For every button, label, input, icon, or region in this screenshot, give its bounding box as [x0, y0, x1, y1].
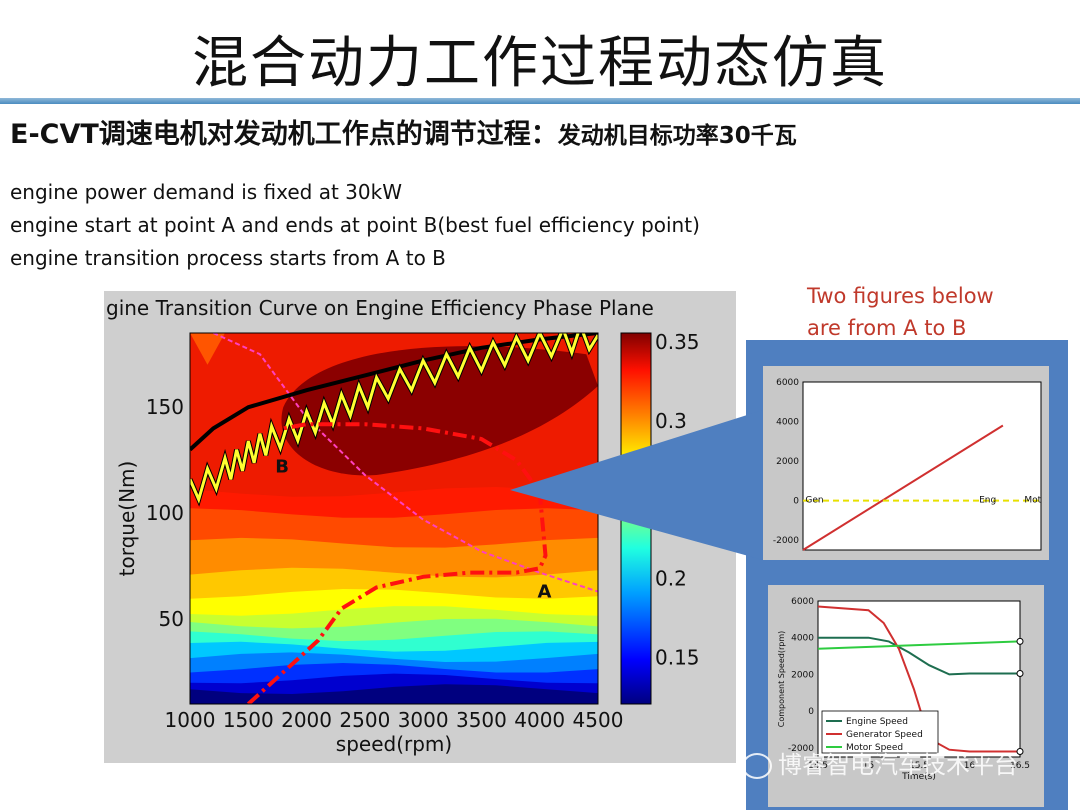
y-tick-label: 0	[793, 497, 799, 507]
x-tick-label: 4000	[514, 708, 565, 732]
legend-label: Motor Speed	[846, 743, 903, 753]
y-tick-label: 50	[159, 607, 184, 631]
dashdot-path	[246, 422, 548, 704]
y-tick-label: 6000	[776, 378, 799, 388]
x-tick-label: 14.5	[808, 761, 828, 771]
notes-block: engine power demand is fixed at 30kW eng…	[10, 176, 700, 275]
x-tick-label: 2500	[339, 708, 390, 732]
plot-frame	[189, 332, 599, 705]
y-tick-label: 100	[146, 501, 184, 525]
point-label: B	[275, 456, 289, 477]
x-tick-label: 3000	[398, 708, 449, 732]
series-annotation: Eng	[979, 496, 996, 506]
point-label: A	[538, 582, 552, 603]
series-line	[817, 640, 1021, 650]
y-tick-label: 2000	[776, 457, 799, 467]
note-line: engine transition process starts from A …	[10, 246, 446, 270]
red-note-line: Two figures below	[807, 284, 994, 308]
y-tick-label: -2000	[788, 744, 814, 754]
subtitle-main: E-CVT调速电机对发动机工作点的调节过程：	[10, 119, 558, 150]
x-tick-label: 1000	[165, 708, 216, 732]
legend-label: Engine Speed	[846, 717, 908, 727]
transition-path	[190, 333, 598, 504]
wechat-icon	[742, 753, 772, 779]
efficiency-phase-plane-chart: gine Transition Curve on Engine Efficien…	[104, 291, 736, 763]
y-tick-label: 2000	[791, 670, 814, 680]
y-tick-label: 6000	[791, 597, 814, 607]
colorbar-tick-label: 0.35	[655, 330, 700, 354]
legend: Engine Speed Generator Speed Motor Speed	[821, 710, 939, 754]
series-annotation: Mot	[1024, 496, 1041, 506]
watermark-text: 博睿智电汽车技术平台	[778, 751, 1018, 779]
x-axis-label: Time(s)	[901, 772, 936, 782]
plot-area	[190, 333, 598, 704]
y-axis-label: Component Speed(rpm)	[777, 631, 786, 727]
colorbar-tick-label: 0.2	[655, 567, 687, 591]
y-tick-label: 0	[808, 707, 814, 717]
end-marker	[1016, 747, 1024, 755]
x-tick-label: 2000	[281, 708, 332, 732]
series-annotation: Gen	[805, 496, 823, 506]
x-tick-label: 3500	[456, 708, 507, 732]
x-tick-label: 16	[964, 761, 976, 771]
x-tick-label: 4500	[573, 708, 624, 732]
series-line	[802, 424, 1004, 551]
plot-frame	[802, 381, 1042, 551]
x-tick-label: 1500	[223, 708, 274, 732]
end-marker	[1016, 669, 1024, 677]
x-tick-label: 15	[863, 761, 874, 771]
component-speed-chart: -2000 0 2000 4000 6000 14.5 15 15.5 16 16.5 Time(s…	[768, 585, 1044, 807]
y-tick-label: 150	[146, 395, 184, 419]
slide-subtitle: E-CVT调速电机对发动机工作点的调节过程：发动机目标功率30千瓦	[10, 112, 797, 151]
y-axis-label: torque(Nm)	[115, 461, 139, 577]
y-tick-label: 4000	[776, 418, 799, 428]
x-tick-label: 16.5	[1010, 761, 1030, 771]
colorbar-tick-label: 0.15	[655, 646, 700, 670]
y-tick-label: 4000	[791, 634, 814, 644]
note-line: engine power demand is fixed at 30kW	[10, 180, 402, 204]
subtitle-small: 发动机目标功率30千瓦	[557, 123, 797, 149]
title-divider	[0, 98, 1080, 104]
red-annotation: Two figures below are from A to B	[807, 280, 994, 344]
series-line	[817, 605, 1020, 753]
watermark: 博睿智电汽车技术平台	[742, 745, 1018, 780]
x-axis-label: speed(rpm)	[336, 732, 452, 756]
speed-line-chart: -2000 0 2000 4000 6000 Gen Eng Mot	[763, 366, 1049, 560]
legend-label: Generator Speed	[846, 730, 923, 740]
series-line	[818, 636, 1020, 676]
y-tick-label: -2000	[773, 536, 799, 546]
end-marker	[1016, 637, 1024, 645]
page-title: 混合动力工作过程动态仿真	[192, 31, 888, 96]
red-note-line: are from A to B	[807, 316, 967, 340]
colorbar-tick-label: 0.3	[655, 409, 687, 433]
chart-title: gine Transition Curve on Engine Efficien…	[106, 296, 654, 320]
efficiency-corner	[190, 333, 225, 365]
note-line: engine start at point A and ends at poin…	[10, 213, 700, 237]
efficiency-band	[190, 684, 598, 704]
x-tick-label: 15.5	[909, 761, 929, 771]
